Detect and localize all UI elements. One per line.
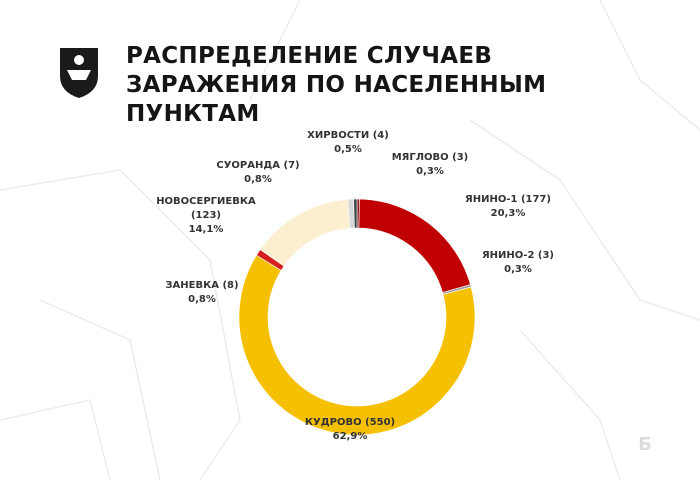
donut-slice bbox=[358, 198, 471, 293]
slice-name: СУОРАНДА bbox=[216, 160, 280, 171]
chart-title: РАСПРЕДЕЛЕНИЕ СЛУЧАЕВ ЗАРАЖЕНИЯ ПО НАСЕЛ… bbox=[126, 43, 547, 127]
slice-count: (550) bbox=[365, 417, 395, 428]
slice-count: (3) bbox=[538, 250, 554, 261]
slice-name: КУДРОВО bbox=[305, 417, 362, 428]
slice-label: НОВОСЕРГИЕВКА bbox=[156, 196, 256, 207]
slice-name: ХИРВОСТИ bbox=[307, 130, 369, 141]
slice-count: (3) bbox=[452, 152, 468, 163]
slice-percent: 0,8% bbox=[188, 294, 216, 305]
slice-percent: 0,5% bbox=[334, 144, 362, 155]
slice-name: ЯНИНО-2 bbox=[482, 250, 534, 261]
slice-count: (177) bbox=[521, 194, 551, 205]
slice-name: ЗАНЕВКА bbox=[165, 280, 219, 291]
slice-label: ХИРВОСТИ (4) bbox=[307, 130, 389, 141]
slice-count: (8) bbox=[222, 280, 238, 291]
slice-name: МЯГЛОВО bbox=[392, 152, 449, 163]
slice-label: ЯНИНО-1 (177) bbox=[465, 194, 551, 205]
slice-count: (123) bbox=[191, 210, 221, 221]
slice-label: МЯГЛОВО (3) bbox=[392, 152, 469, 163]
slice-name: ЯНИНО-1 bbox=[465, 194, 517, 205]
slice-label: ЗАНЕВКА (8) bbox=[165, 280, 238, 291]
donut-slice bbox=[238, 254, 476, 436]
watermark: Б bbox=[638, 434, 652, 455]
slice-label: СУОРАНДА (7) bbox=[216, 160, 299, 171]
slice-percent: 0,3% bbox=[504, 264, 532, 275]
slice-count: (4) bbox=[373, 130, 389, 141]
slice-label: КУДРОВО (550) bbox=[305, 417, 395, 428]
slice-count: (7) bbox=[284, 160, 300, 171]
slice-percent: 20,3% bbox=[491, 208, 526, 219]
donut-slice bbox=[353, 198, 358, 229]
slice-label: ЯНИНО-2 (3) bbox=[482, 250, 554, 261]
logo bbox=[60, 48, 98, 98]
slice-percent: 0,8% bbox=[244, 174, 272, 185]
slice-percent: 0,3% bbox=[416, 166, 444, 177]
slice-percent: 14,1% bbox=[189, 224, 224, 235]
slice-percent: 62,9% bbox=[333, 431, 368, 442]
donut-slice bbox=[259, 199, 351, 267]
